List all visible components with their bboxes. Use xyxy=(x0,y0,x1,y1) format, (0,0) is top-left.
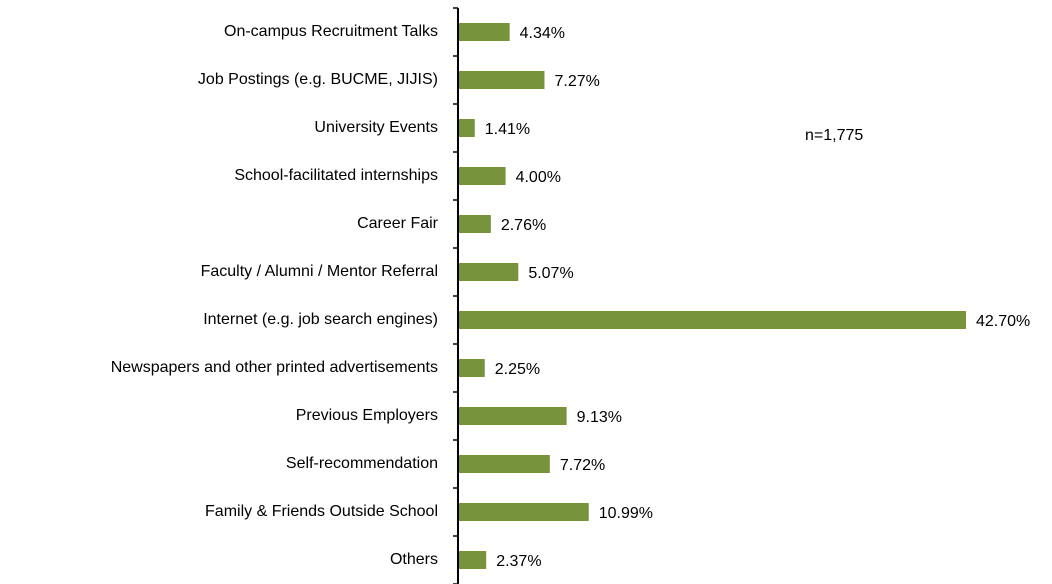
category-label: Self-recommendation xyxy=(286,455,438,472)
bar xyxy=(459,167,506,185)
bar xyxy=(459,551,487,569)
category-label: Job Postings (e.g. BUCME, JIJIS) xyxy=(198,71,438,88)
data-label: 1.41% xyxy=(485,121,530,138)
bar xyxy=(459,359,485,377)
data-label: 7.72% xyxy=(560,457,605,474)
category-label: School-facilitated internships xyxy=(234,167,438,184)
data-label: 2.25% xyxy=(495,361,540,378)
data-label: 5.07% xyxy=(528,265,573,282)
bar xyxy=(459,455,550,473)
bar xyxy=(459,407,567,425)
bar xyxy=(459,119,475,137)
data-label: 4.00% xyxy=(516,169,561,186)
category-label: University Events xyxy=(314,119,438,136)
category-label: Newspapers and other printed advertiseme… xyxy=(111,359,438,376)
data-label: 2.76% xyxy=(501,217,546,234)
bar xyxy=(459,23,510,41)
bar xyxy=(459,215,491,233)
data-label: 7.27% xyxy=(554,73,599,90)
category-label: Career Fair xyxy=(357,215,439,232)
category-label: Previous Employers xyxy=(296,407,438,424)
data-label: 4.34% xyxy=(520,25,565,42)
data-label: 2.37% xyxy=(496,553,541,570)
category-label: Others xyxy=(390,551,438,568)
category-label: Faculty / Alumni / Mentor Referral xyxy=(201,263,438,280)
data-label: 9.13% xyxy=(577,409,622,426)
data-label: 10.99% xyxy=(599,505,653,522)
bar xyxy=(459,71,545,89)
category-label: Internet (e.g. job search engines) xyxy=(203,311,438,328)
annotation: n=1,775 xyxy=(805,127,863,144)
data-label: 42.70% xyxy=(976,313,1030,330)
bar xyxy=(459,503,589,521)
bar xyxy=(459,311,966,329)
category-label: On-campus Recruitment Talks xyxy=(224,23,438,40)
category-label: Family & Friends Outside School xyxy=(205,503,438,520)
bar xyxy=(459,263,519,281)
